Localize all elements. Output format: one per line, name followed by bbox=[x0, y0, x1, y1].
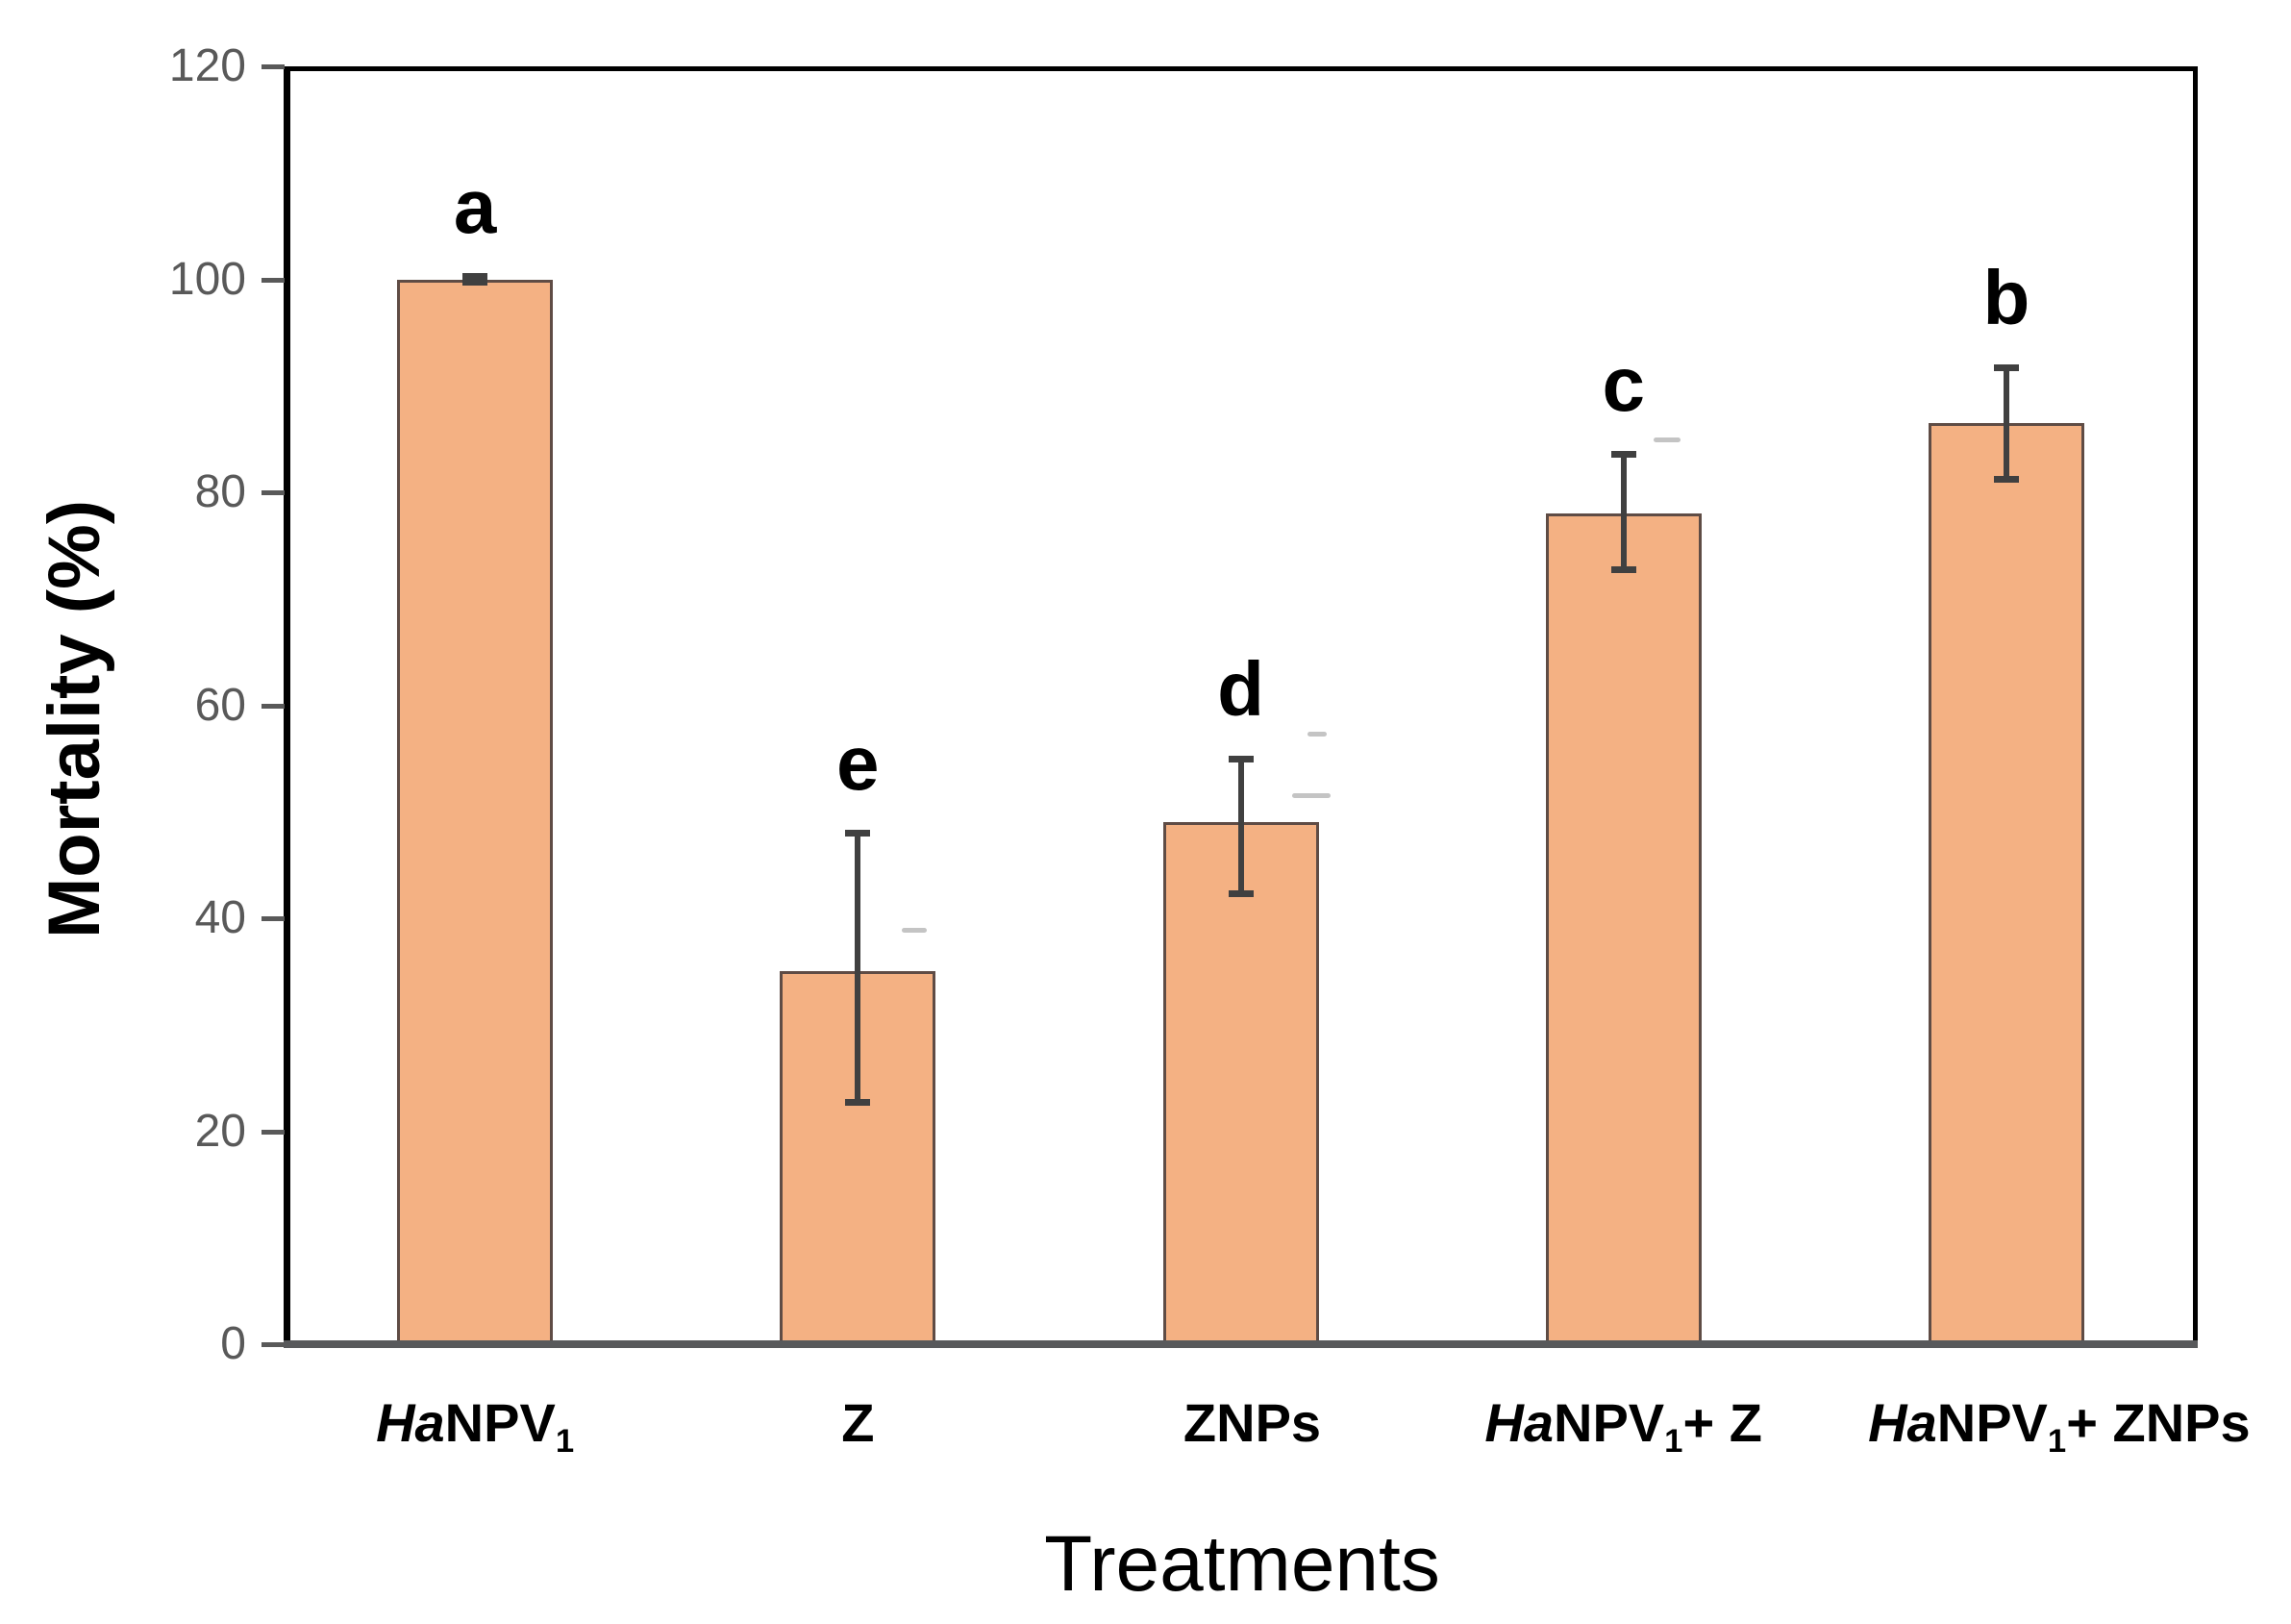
significance-letter: b bbox=[1982, 255, 2030, 341]
significance-letter: c bbox=[1602, 341, 1645, 428]
category-label-part: + Z bbox=[1682, 1392, 1762, 1453]
category-label: Z bbox=[608, 1392, 1108, 1454]
category-label-part: Ha bbox=[376, 1392, 445, 1453]
category-label-part: 1 bbox=[1664, 1423, 1683, 1461]
x-axis-title: Treatments bbox=[1044, 1520, 1440, 1608]
category-label-part: ZNPs bbox=[1183, 1392, 1322, 1453]
y-tick bbox=[261, 703, 285, 709]
y-tick-label: 80 bbox=[194, 466, 246, 517]
error-bar-cap bbox=[1610, 451, 1636, 459]
category-label: ZNPs bbox=[1003, 1392, 1503, 1454]
error-bar-cap bbox=[845, 830, 871, 837]
plot-area bbox=[284, 66, 2198, 1344]
category-label-part: Ha bbox=[1484, 1392, 1555, 1453]
significance-letter: e bbox=[836, 720, 880, 807]
x-axis-line bbox=[284, 1340, 2198, 1348]
y-tick bbox=[261, 64, 285, 69]
bar bbox=[397, 279, 554, 1348]
y-tick bbox=[261, 1342, 285, 1347]
error-bar-cap bbox=[1228, 889, 1254, 897]
significance-letter: d bbox=[1217, 645, 1264, 732]
error-bar-line bbox=[1620, 454, 1627, 570]
error-bar-cap bbox=[1228, 755, 1254, 762]
y-axis-title: Mortality (%) bbox=[34, 500, 115, 938]
smudge-artifact bbox=[902, 928, 927, 933]
category-label-part: Z bbox=[841, 1392, 875, 1453]
smudge-artifact bbox=[1292, 793, 1331, 798]
error-bar-cap bbox=[1993, 364, 2019, 372]
category-label-part: NPV bbox=[444, 1392, 556, 1453]
bar bbox=[1545, 513, 1702, 1348]
error-bar-line bbox=[1237, 758, 1244, 894]
bar bbox=[1928, 423, 2084, 1348]
y-tick-label: 0 bbox=[220, 1318, 246, 1369]
category-label-part: 1 bbox=[555, 1423, 575, 1461]
smudge-artifact bbox=[1307, 732, 1327, 737]
category-label-part: NPV bbox=[1554, 1392, 1665, 1453]
category-label-part: NPV bbox=[1936, 1392, 2048, 1453]
significance-letter: a bbox=[453, 163, 497, 250]
bar bbox=[1162, 822, 1319, 1348]
error-bar-line bbox=[2003, 367, 2009, 480]
y-tick bbox=[261, 1129, 285, 1135]
y-tick-label: 120 bbox=[168, 40, 246, 91]
y-tick-label: 60 bbox=[194, 679, 246, 731]
y-tick-label: 40 bbox=[194, 892, 246, 943]
y-tick-label: 100 bbox=[168, 253, 246, 305]
error-bar-line bbox=[855, 833, 861, 1103]
category-label: HaNPV1+ ZNPs bbox=[1809, 1392, 2291, 1460]
error-bar-cap bbox=[1610, 565, 1636, 573]
category-label-part: Ha bbox=[1868, 1392, 1937, 1453]
y-tick-label: 20 bbox=[194, 1105, 246, 1157]
category-label: HaNPV1+ Z bbox=[1374, 1392, 1874, 1460]
y-tick bbox=[261, 916, 285, 921]
error-bar-cap bbox=[462, 278, 488, 286]
category-label-part: 1 bbox=[2047, 1423, 2067, 1461]
y-tick bbox=[261, 277, 285, 283]
error-bar-cap bbox=[1993, 475, 2019, 483]
error-bar-cap bbox=[462, 273, 488, 281]
category-label: HaNPV1 bbox=[225, 1392, 725, 1460]
smudge-artifact bbox=[1654, 437, 1681, 442]
category-label-part: + ZNPs bbox=[2066, 1392, 2251, 1453]
y-tick bbox=[261, 490, 285, 495]
error-bar-cap bbox=[845, 1098, 871, 1106]
